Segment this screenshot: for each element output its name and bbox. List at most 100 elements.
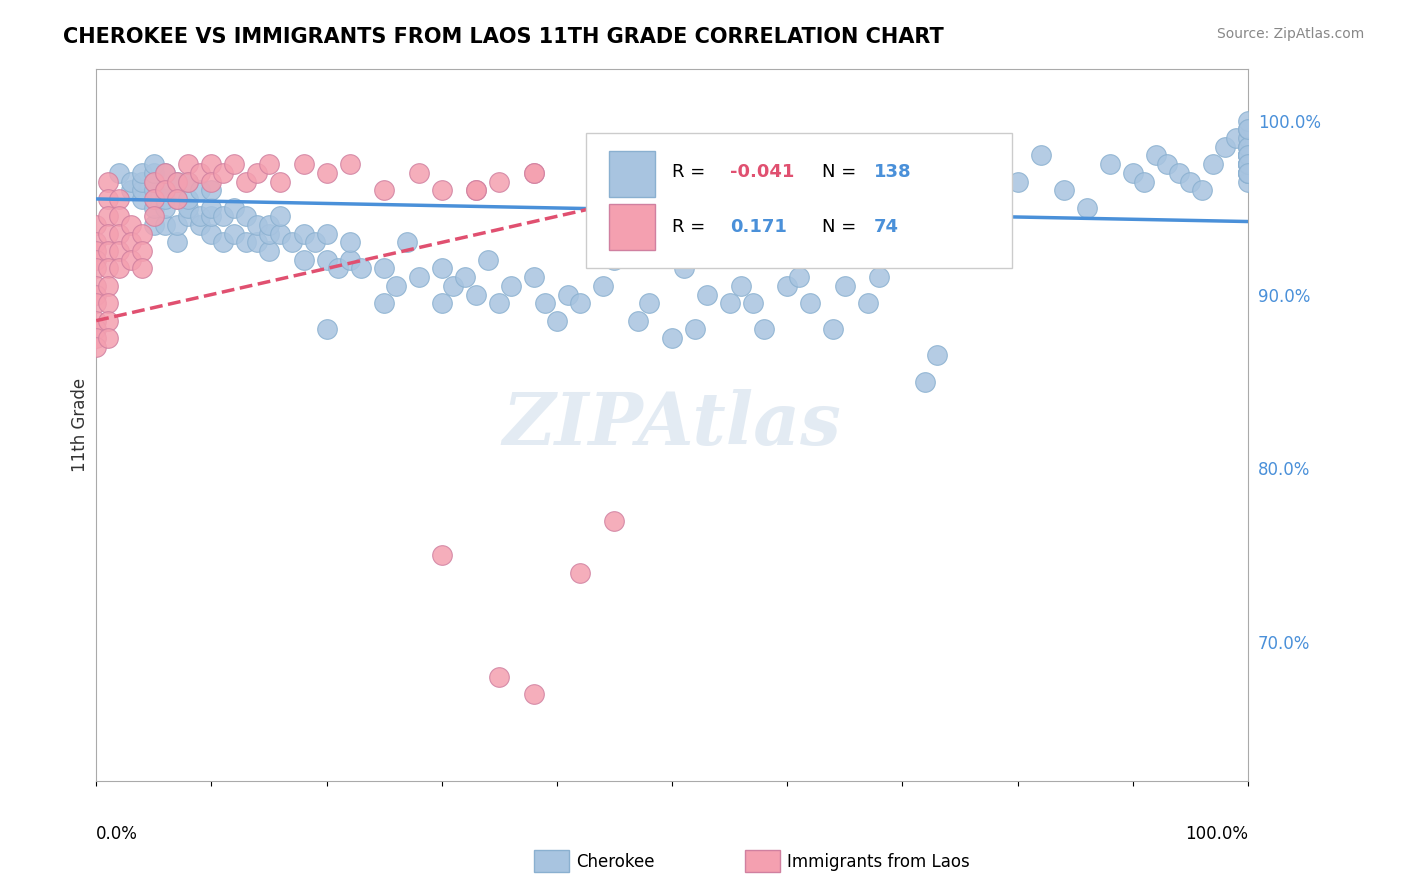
- Point: [949, 192, 972, 206]
- Point: [1213, 140, 1236, 154]
- FancyBboxPatch shape: [586, 133, 1012, 268]
- Point: [188, 218, 211, 232]
- Point: [441, 278, 464, 293]
- Point: [120, 235, 142, 250]
- Point: [257, 227, 280, 241]
- Bar: [609, 151, 655, 197]
- Point: [84, 296, 107, 310]
- Point: [142, 218, 165, 232]
- Point: [811, 235, 834, 250]
- Point: [1237, 148, 1260, 162]
- Point: [131, 244, 153, 258]
- Point: [339, 252, 361, 267]
- Point: [155, 192, 177, 206]
- Point: [84, 340, 107, 354]
- Point: [212, 166, 235, 180]
- Point: [212, 210, 235, 224]
- Point: [120, 183, 142, 197]
- Point: [534, 296, 557, 310]
- Point: [350, 261, 373, 276]
- Point: [1029, 148, 1052, 162]
- Point: [246, 166, 269, 180]
- Point: [696, 287, 718, 301]
- Point: [177, 192, 200, 206]
- Point: [523, 166, 546, 180]
- Point: [408, 270, 430, 285]
- Point: [155, 166, 177, 180]
- Point: [142, 201, 165, 215]
- Text: R =: R =: [672, 163, 711, 181]
- Point: [799, 296, 821, 310]
- Point: [177, 175, 200, 189]
- Point: [1237, 157, 1260, 171]
- Text: 0.0%: 0.0%: [96, 825, 138, 843]
- Point: [754, 175, 776, 189]
- Point: [1237, 175, 1260, 189]
- Point: [155, 183, 177, 197]
- Point: [373, 296, 395, 310]
- Point: [592, 278, 614, 293]
- Point: [257, 218, 280, 232]
- Point: [1191, 183, 1213, 197]
- Point: [97, 210, 120, 224]
- Point: [292, 252, 315, 267]
- Point: [292, 157, 315, 171]
- Point: [384, 278, 406, 293]
- Point: [142, 175, 165, 189]
- Point: [718, 296, 741, 310]
- Point: [84, 261, 107, 276]
- Point: [1237, 122, 1260, 136]
- Point: [1237, 148, 1260, 162]
- Point: [465, 183, 488, 197]
- Point: [142, 166, 165, 180]
- Point: [396, 235, 419, 250]
- Point: [142, 210, 165, 224]
- Text: -0.041: -0.041: [730, 163, 794, 181]
- Point: [304, 235, 326, 250]
- Point: [177, 175, 200, 189]
- Text: R =: R =: [672, 218, 711, 235]
- Point: [155, 166, 177, 180]
- Point: [212, 235, 235, 250]
- Bar: [609, 204, 655, 251]
- Point: [155, 183, 177, 197]
- Point: [1202, 157, 1225, 171]
- Point: [1237, 148, 1260, 162]
- Point: [315, 322, 337, 336]
- Point: [477, 252, 499, 267]
- Point: [1237, 122, 1260, 136]
- Point: [224, 201, 246, 215]
- Point: [465, 287, 488, 301]
- Y-axis label: 11th Grade: 11th Grade: [72, 378, 89, 472]
- Point: [188, 210, 211, 224]
- Point: [568, 566, 591, 580]
- Point: [84, 287, 107, 301]
- Point: [430, 296, 453, 310]
- Point: [269, 210, 291, 224]
- Point: [108, 244, 131, 258]
- Point: [568, 296, 591, 310]
- Point: [972, 166, 994, 180]
- Point: [315, 252, 337, 267]
- Point: [281, 235, 304, 250]
- Point: [523, 166, 546, 180]
- Point: [84, 331, 107, 345]
- Point: [488, 670, 510, 684]
- Point: [108, 227, 131, 241]
- Point: [1237, 166, 1260, 180]
- Text: 0.171: 0.171: [730, 218, 786, 235]
- Point: [1237, 166, 1260, 180]
- Point: [97, 244, 120, 258]
- Point: [97, 227, 120, 241]
- Point: [672, 261, 695, 276]
- Point: [776, 166, 799, 180]
- Point: [235, 175, 257, 189]
- Point: [166, 235, 188, 250]
- Point: [430, 261, 453, 276]
- Point: [84, 322, 107, 336]
- Point: [120, 252, 142, 267]
- Point: [1237, 140, 1260, 154]
- Point: [257, 157, 280, 171]
- Point: [84, 235, 107, 250]
- Point: [97, 261, 120, 276]
